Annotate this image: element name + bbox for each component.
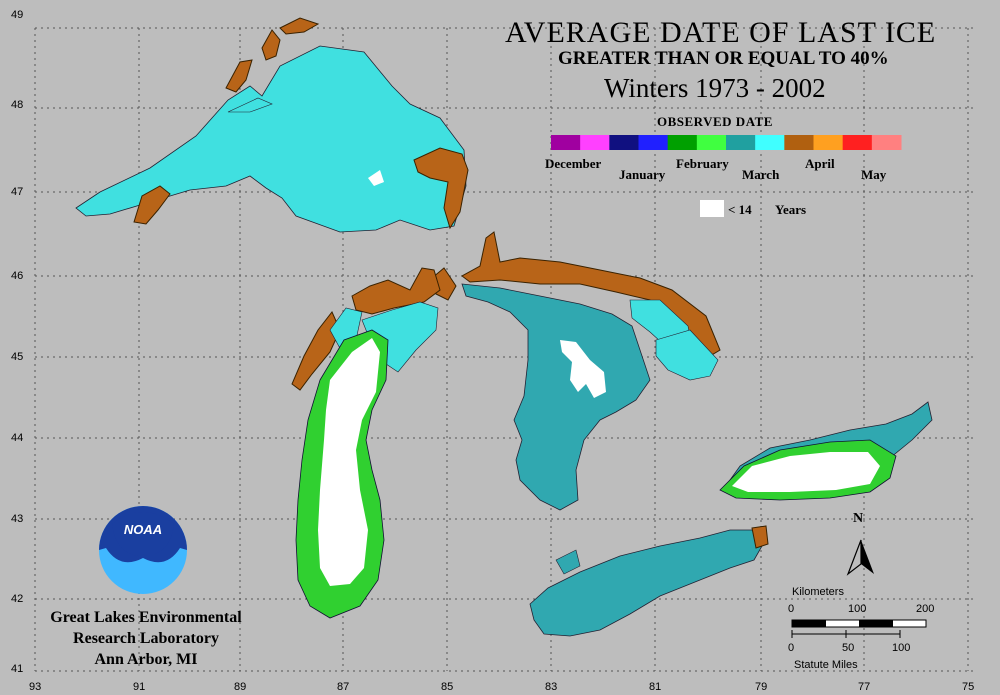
title-line3: Winters 1973 - 2002 [604,73,826,103]
legend-swatch [726,135,756,150]
lon-label: 93 [29,681,42,693]
lon-label: 81 [649,681,662,693]
legend-swatch [551,135,581,150]
noaa-logo: NOAA [99,506,187,594]
legend-swatch [638,135,669,150]
scale-km-label: Kilometers [792,586,844,598]
month-april: April [805,156,835,171]
lat-label: 44 [11,432,24,444]
no-ice-label: < 14 [728,202,752,217]
scale-km-tick: 0 [788,603,795,615]
legend-swatch [784,135,814,150]
north-label: N [853,511,864,526]
lat-label: 41 [11,663,24,675]
lake-ontario [719,401,933,501]
north-arrow-icon [846,539,874,576]
lat-label: 47 [11,186,24,198]
lon-label: 89 [234,681,247,693]
lon-label: 91 [133,681,146,693]
lat-label: 42 [11,593,24,605]
lat-label: 43 [11,513,24,525]
legend-color-bar [551,135,902,150]
legend-swatch [696,135,727,150]
lake-superior [75,17,469,233]
lat-label: 46 [11,270,24,282]
lake-erie [529,525,769,637]
lake-huron [461,283,719,511]
title-line1: AVERAGE DATE OF LAST ICE [505,16,937,49]
lat-label: 48 [11,99,24,111]
lake-michigan [291,267,441,619]
legend-swatch [813,135,844,150]
credit-line3: Ann Arbor, MI [94,651,198,668]
scale-mi-tick: 50 [842,642,855,654]
month-february: February [676,156,729,171]
scale-mi-label: Statute Miles [794,659,858,671]
noaa-logo-text: NOAA [124,522,162,537]
month-december: December [545,156,602,171]
no-ice-unit: Years [775,202,807,217]
legend-swatch [667,135,698,150]
legend-swatch [871,135,902,150]
title-line2: GREATER THAN OR EQUAL TO 40% [558,48,889,69]
lon-label: 87 [337,681,350,693]
scale-km-tick: 100 [848,603,867,615]
lat-label: 49 [11,9,24,21]
no-ice-swatch [700,200,724,217]
scale-km-tick: 200 [916,603,935,615]
lon-label: 79 [755,681,768,693]
credit-line1: Great Lakes Environmental [50,609,242,626]
lon-label: 85 [441,681,454,693]
legend-swatch [580,135,610,150]
month-january: January [619,167,666,182]
legend-swatch [842,135,873,150]
lat-label: 45 [11,351,24,363]
lon-label: 77 [858,681,871,693]
legend-swatch [609,135,639,150]
scale-mi-tick: 0 [788,642,795,654]
legend-swatch [755,135,785,150]
month-march: March [742,167,780,182]
scale-bar [791,619,927,638]
credit-line2: Research Laboratory [73,630,219,647]
legend-heading: OBSERVED DATE [657,114,773,129]
lon-label: 75 [962,681,975,693]
lon-label: 83 [545,681,558,693]
month-may: May [861,167,887,182]
scale-mi-tick: 100 [892,642,911,654]
